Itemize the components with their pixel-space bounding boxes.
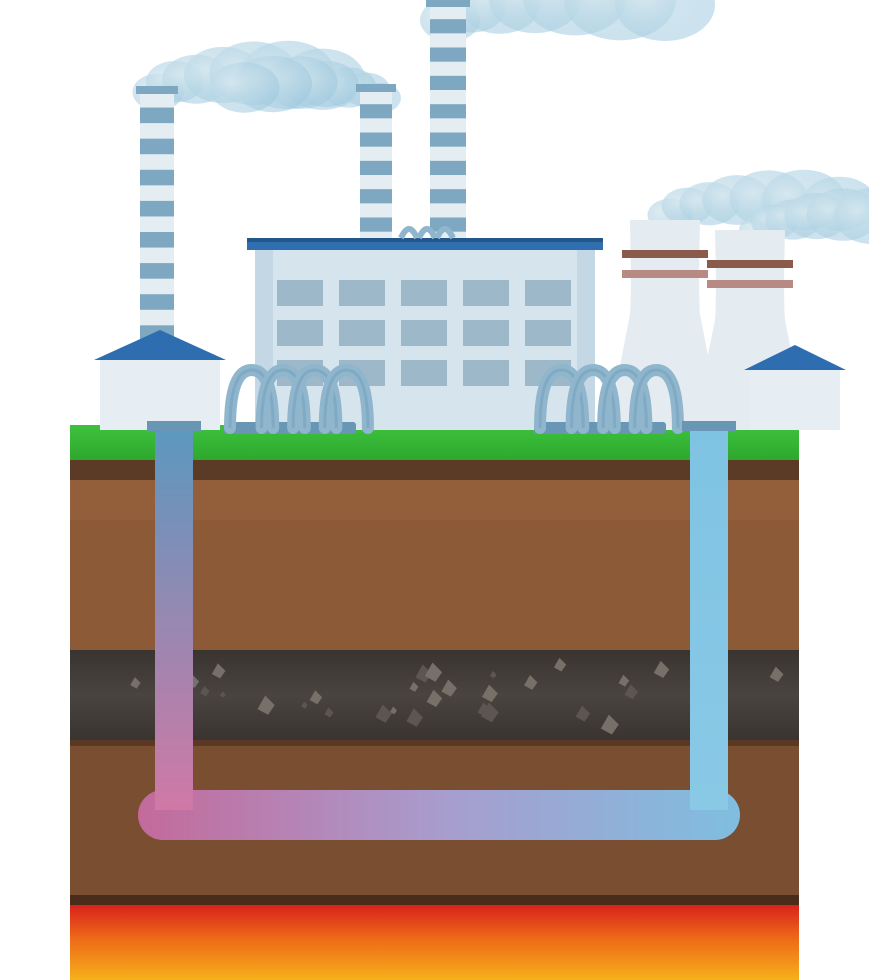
injection-well-hot: [155, 430, 193, 810]
building-window: [401, 280, 447, 306]
wellhead-right: [682, 421, 736, 431]
building-window: [401, 320, 447, 346]
building-window: [339, 280, 385, 306]
horizontal-well: [138, 790, 740, 840]
annex-building: [94, 330, 226, 430]
building-window: [463, 320, 509, 346]
building-window: [525, 280, 571, 306]
smokestack: [136, 86, 178, 372]
production-well-cold: [690, 430, 728, 810]
building-window: [277, 280, 323, 306]
geothermal-diagram: [0, 0, 869, 980]
diagram-svg: [0, 0, 869, 980]
smokestack: [426, 0, 470, 260]
building-window: [463, 360, 509, 386]
building-window: [463, 280, 509, 306]
building-window: [525, 320, 571, 346]
wellhead-left: [147, 421, 201, 431]
building-window: [401, 360, 447, 386]
building-window: [277, 320, 323, 346]
magma-layer: [70, 905, 799, 980]
smokestack: [356, 84, 396, 260]
building-window: [339, 320, 385, 346]
